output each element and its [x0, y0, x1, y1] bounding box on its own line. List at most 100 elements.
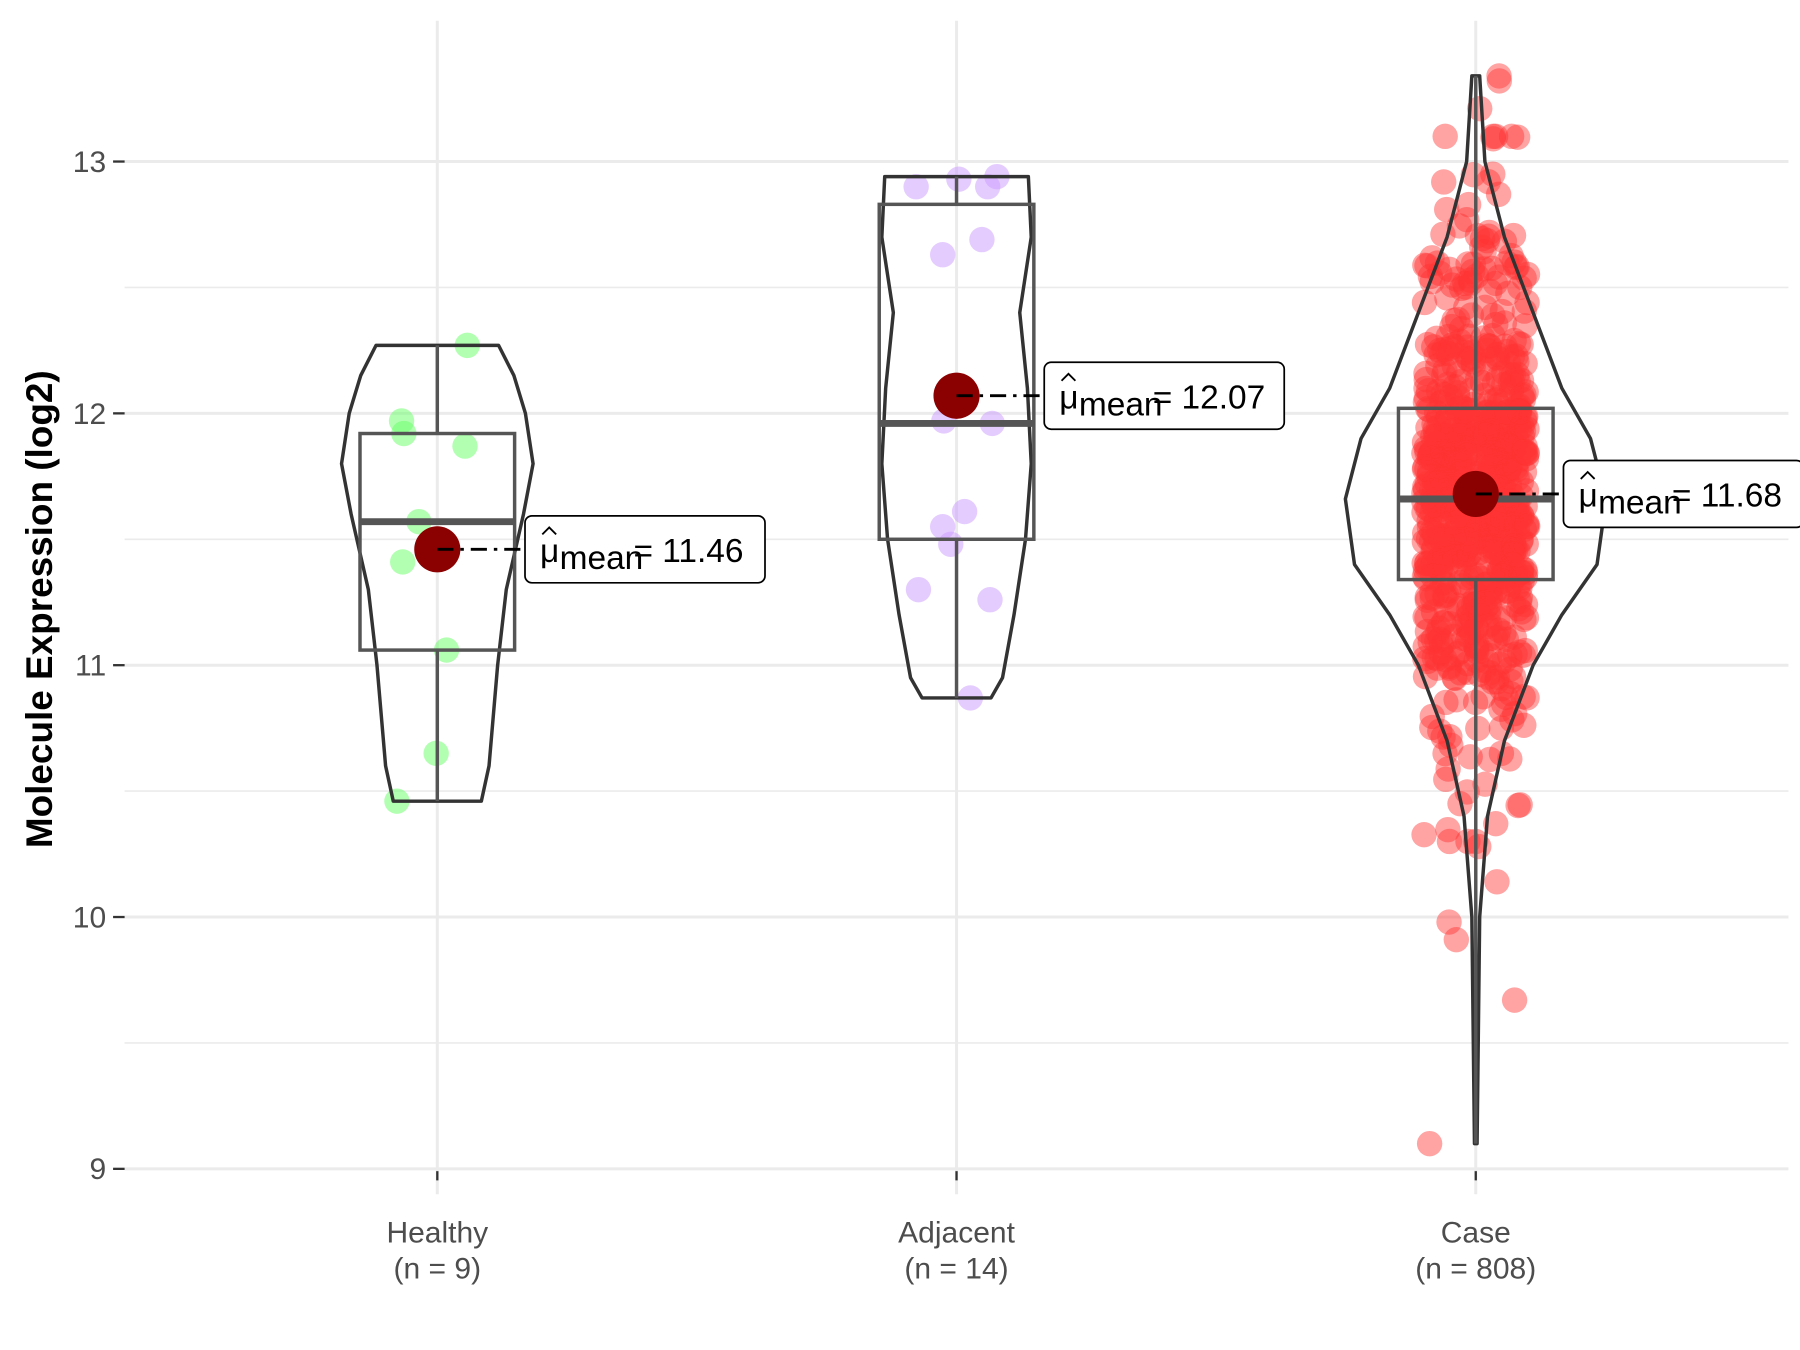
data-point	[1463, 562, 1489, 588]
data-point	[1454, 604, 1480, 631]
data-point	[1462, 440, 1488, 467]
data-point	[1458, 302, 1485, 328]
data-point	[1503, 343, 1529, 369]
data-point	[1501, 327, 1527, 354]
data-point	[1511, 439, 1537, 465]
data-point	[1511, 712, 1537, 738]
data-point	[1428, 457, 1455, 483]
data-point	[1455, 415, 1481, 442]
data-point	[1455, 441, 1482, 468]
data-point	[1510, 418, 1537, 445]
data-point	[1435, 406, 1461, 433]
data-point	[1433, 689, 1459, 716]
data-point	[1441, 352, 1467, 378]
data-point	[1420, 563, 1446, 589]
data-point	[1472, 422, 1498, 448]
data-point	[1489, 557, 1515, 583]
data-point	[1436, 440, 1462, 466]
data-point	[1509, 423, 1535, 449]
data-point	[1411, 429, 1438, 456]
data-point	[1479, 437, 1506, 463]
data-point	[1412, 520, 1438, 546]
data-point	[1431, 362, 1457, 388]
data-point	[1430, 446, 1457, 472]
data-point	[1459, 575, 1485, 601]
data-point	[1484, 516, 1511, 543]
data-point	[1481, 510, 1508, 537]
data-point	[1432, 584, 1458, 611]
violin-outline	[339, 343, 535, 803]
data-point	[1414, 554, 1440, 581]
data-point	[1448, 368, 1474, 395]
data-point	[1487, 556, 1514, 582]
data-point	[1467, 95, 1493, 122]
data-point	[1413, 435, 1439, 461]
data-point	[1472, 571, 1498, 597]
data-point	[1430, 381, 1456, 407]
data-point	[1445, 422, 1471, 448]
data-point	[1477, 333, 1503, 359]
data-point	[1418, 440, 1444, 466]
data-point	[1419, 439, 1445, 465]
data-point	[1424, 645, 1450, 672]
data-point	[1439, 426, 1466, 452]
data-point	[1474, 399, 1500, 425]
data-point	[1476, 591, 1502, 617]
data-point	[1463, 516, 1489, 542]
data-point	[1506, 415, 1533, 441]
data-point	[1418, 445, 1445, 472]
data-point	[1487, 416, 1513, 442]
data-point	[1489, 542, 1515, 568]
data-point	[1477, 278, 1503, 304]
data-point	[1459, 606, 1485, 632]
data-point	[1423, 399, 1450, 426]
data-point	[1475, 443, 1501, 469]
data-point	[1451, 270, 1478, 297]
mean-label-subscript: mean	[560, 540, 644, 577]
data-point	[1428, 465, 1454, 491]
data-point	[1438, 538, 1464, 565]
data-point	[1482, 123, 1509, 150]
data-point	[1494, 453, 1520, 480]
data-point	[1490, 414, 1517, 441]
data-point	[1460, 352, 1487, 378]
data-point	[1427, 503, 1454, 529]
data-point	[1472, 771, 1498, 797]
data-point	[1480, 445, 1507, 472]
data-point	[1488, 675, 1515, 702]
data-point	[1453, 274, 1479, 300]
data-point	[1447, 638, 1473, 665]
data-point	[1495, 349, 1522, 376]
data-point	[1478, 575, 1504, 601]
data-point	[1442, 665, 1468, 692]
data-point	[1429, 455, 1456, 481]
data-point	[1425, 353, 1451, 379]
data-point	[1429, 466, 1455, 492]
data-point	[1433, 407, 1460, 434]
data-point	[1415, 378, 1442, 404]
data-point	[1436, 655, 1462, 681]
data-point	[903, 174, 929, 200]
data-point	[1421, 334, 1447, 360]
data-point	[951, 498, 978, 525]
data-point	[1472, 294, 1498, 321]
y-axis-title: Molecule Expression (log2)	[19, 370, 60, 848]
data-point	[1498, 452, 1524, 478]
data-point	[1475, 223, 1502, 249]
data-point	[1487, 439, 1513, 465]
data-point	[1425, 378, 1452, 404]
data-point	[1477, 660, 1503, 686]
data-point	[1505, 398, 1531, 424]
data-point	[1461, 391, 1487, 417]
data-point	[1493, 338, 1520, 365]
data-point	[1474, 613, 1501, 640]
data-point	[1454, 206, 1480, 233]
data-point	[1487, 507, 1513, 533]
data-point	[1451, 526, 1477, 552]
data-point	[1501, 592, 1527, 618]
data-point	[1504, 393, 1530, 419]
data-point	[1411, 499, 1437, 526]
data-point	[1495, 542, 1521, 568]
box	[358, 431, 517, 652]
data-point	[1413, 385, 1440, 411]
